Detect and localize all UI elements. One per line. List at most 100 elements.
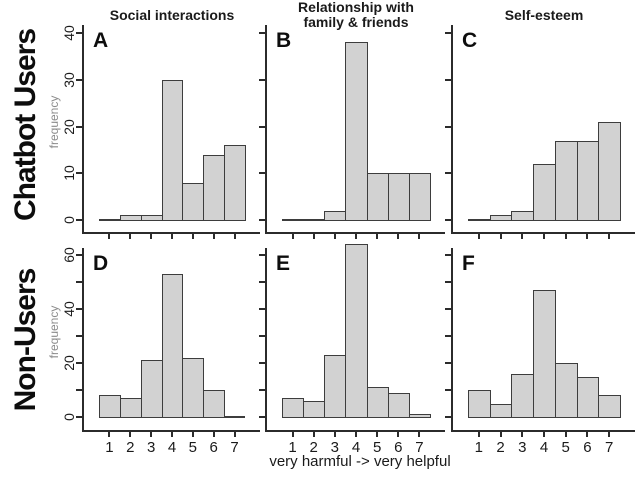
panel-B-x-tick bbox=[418, 234, 421, 239]
panel-F-y-tick bbox=[445, 389, 452, 391]
panel-C-x-tick bbox=[477, 234, 480, 239]
panel-A-y-tick bbox=[76, 78, 83, 81]
panel-F-x-tick-label: 7 bbox=[604, 439, 614, 456]
panel-D-bar-2 bbox=[120, 398, 142, 418]
panel-C-bar-6 bbox=[577, 140, 599, 221]
panel-E-bar-7 bbox=[409, 414, 431, 418]
panel-E-y-tick bbox=[259, 281, 266, 283]
panel-E-y-tick bbox=[259, 416, 266, 418]
panel-A-x-tick bbox=[129, 234, 132, 239]
panel-A-x-tick bbox=[191, 234, 194, 239]
panel-F-x-tick-label: 4 bbox=[539, 439, 549, 456]
panel-E-bar-1 bbox=[282, 398, 304, 418]
panel-C-bar-2 bbox=[490, 215, 512, 221]
panel-E-x-tick bbox=[397, 432, 400, 437]
panel-D-x-tick-label: 6 bbox=[209, 439, 218, 456]
panel-D-x-axis bbox=[82, 430, 260, 432]
panel-C-x-tick bbox=[499, 234, 502, 239]
panel-B-x-tick bbox=[333, 234, 336, 239]
panel-C-x-tick bbox=[586, 234, 589, 239]
panel-A-bar-6 bbox=[203, 154, 225, 221]
panel-A-y-tick bbox=[76, 32, 83, 34]
panel-D-y-tick bbox=[76, 335, 83, 337]
panel-E-bar-2 bbox=[303, 400, 325, 418]
panel-A-x-tick bbox=[233, 234, 236, 239]
panel-D-x-tick-label: 7 bbox=[230, 439, 239, 456]
panel-C-bar-7 bbox=[598, 121, 621, 221]
panel-F-x-tick bbox=[586, 432, 589, 437]
panel-F-bar-2 bbox=[490, 403, 512, 418]
panel-F-y-axis bbox=[451, 248, 453, 430]
panel-C-x-tick bbox=[543, 234, 545, 239]
panel-B-y-tick bbox=[259, 32, 266, 34]
panel-C-y-axis bbox=[451, 25, 453, 232]
panel-E-x-tick bbox=[418, 432, 421, 437]
panel-B-bar-7 bbox=[409, 173, 431, 221]
panel-B-x-tick bbox=[291, 234, 294, 239]
panel-F-x-tick bbox=[543, 432, 545, 437]
panel-letter-C: C bbox=[462, 29, 478, 52]
panel-C-y-tick bbox=[445, 78, 452, 81]
panel-F-bar-3 bbox=[511, 373, 534, 418]
panel-D-bar-3 bbox=[141, 360, 163, 418]
panel-F-x-tick bbox=[564, 432, 567, 437]
panel-E-bar-6 bbox=[388, 392, 410, 418]
panel-F-x-tick bbox=[499, 432, 502, 437]
panel-F-x-axis bbox=[451, 430, 635, 432]
panel-E-y-tick bbox=[259, 335, 266, 337]
panel-C-bar-3 bbox=[511, 210, 534, 221]
panel-B-y-tick bbox=[259, 78, 266, 81]
panel-F-x-tick-label: 3 bbox=[518, 439, 527, 456]
panel-D-y-tick bbox=[76, 308, 83, 310]
row-label-non-users: Non-Users bbox=[9, 268, 42, 412]
panel-F-x-tick bbox=[521, 432, 524, 437]
panel-C-y-tick bbox=[445, 172, 452, 175]
panel-F-y-tick bbox=[445, 335, 452, 337]
panel-E-y-tick bbox=[259, 308, 266, 310]
panel-F-bar-1 bbox=[468, 390, 491, 418]
panel-D-x-tick-label: 5 bbox=[188, 439, 198, 456]
panel-A-y-tick-label: 40 bbox=[61, 25, 77, 41]
panel-A-x-tick bbox=[108, 234, 111, 239]
panel-C-x-axis bbox=[451, 232, 635, 234]
panel-D-x-tick bbox=[191, 432, 194, 437]
panel-C-y-tick bbox=[445, 32, 452, 34]
panel-A-y-tick bbox=[76, 125, 83, 128]
panel-E-x-tick-label: 6 bbox=[394, 439, 403, 456]
panel-D-y-tick bbox=[76, 389, 83, 391]
panel-D-bar-6 bbox=[203, 390, 225, 418]
panel-E-y-tick bbox=[259, 254, 266, 256]
panel-A-x-tick bbox=[171, 234, 173, 239]
panel-D-x-tick bbox=[212, 432, 215, 437]
column-title-social-interactions: Social interactions bbox=[109, 6, 235, 23]
panel-letter-B: B bbox=[276, 29, 292, 52]
panel-E-x-axis bbox=[265, 430, 445, 432]
panel-B-bar-6 bbox=[388, 173, 410, 221]
panel-B-x-tick bbox=[397, 234, 400, 239]
panel-D-y-tick bbox=[76, 281, 83, 283]
panel-D-x-tick-label: 2 bbox=[126, 439, 135, 456]
panel-E-x-tick bbox=[376, 432, 379, 437]
panel-letter-F: F bbox=[462, 252, 475, 275]
panel-D-y-axis bbox=[82, 248, 84, 430]
panel-C-bar-4 bbox=[533, 163, 556, 221]
column-title-relationship: Relationship with family & friends bbox=[298, 0, 414, 30]
panel-F-bar-7 bbox=[598, 395, 621, 418]
panel-B-bar-4 bbox=[345, 42, 368, 221]
column-title-self-esteem: Self-esteem bbox=[504, 6, 584, 23]
panel-E-x-tick-label: 1 bbox=[288, 439, 297, 456]
panel-D-bar-1 bbox=[99, 395, 121, 418]
panel-A-x-tick bbox=[150, 234, 153, 239]
panel-C-y-tick bbox=[445, 219, 452, 221]
panel-A-bar-2 bbox=[120, 215, 142, 221]
panel-B-y-tick bbox=[259, 172, 266, 175]
panel-F-bar-5 bbox=[555, 363, 578, 418]
panel-E-bar-5 bbox=[367, 387, 389, 418]
panel-F-x-tick-label: 2 bbox=[496, 439, 505, 456]
panel-A-x-axis bbox=[82, 232, 260, 234]
panel-B-bar-5 bbox=[367, 173, 389, 221]
panel-E-x-tick bbox=[312, 432, 315, 437]
panel-F-y-tick bbox=[445, 281, 452, 283]
panel-F-bar-4 bbox=[533, 290, 556, 418]
panel-D-x-tick-label: 3 bbox=[146, 439, 156, 456]
